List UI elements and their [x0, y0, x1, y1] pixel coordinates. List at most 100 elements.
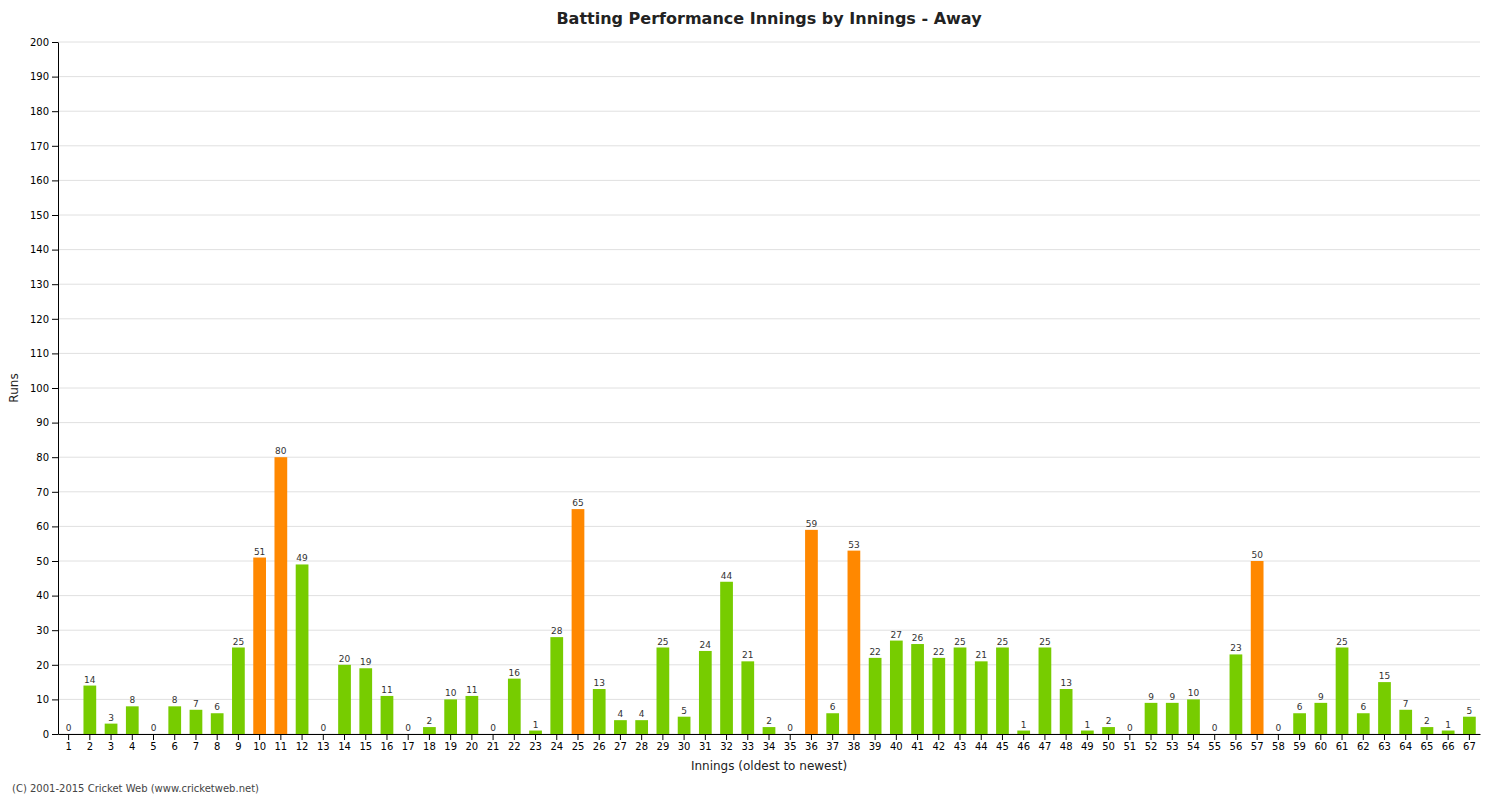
tick-mark — [111, 734, 112, 740]
tick-mark — [132, 734, 133, 740]
tick-label: 20 — [36, 660, 49, 671]
tick-mark — [52, 665, 58, 666]
x-tick: 55 — [1208, 734, 1221, 752]
bar — [975, 661, 988, 734]
x-tick: 48 — [1060, 734, 1073, 752]
data-label: 22 — [933, 647, 944, 657]
x-tick: 53 — [1166, 734, 1179, 752]
tick-label: 45 — [996, 741, 1009, 752]
bar — [402, 734, 415, 735]
bar — [763, 727, 776, 734]
bar — [83, 686, 96, 734]
tick-label: 80 — [36, 452, 49, 463]
tick-label: 70 — [36, 487, 49, 498]
bar — [954, 648, 967, 735]
annotations: (C) 2001-2015 Cricket Web (www.cricketwe… — [12, 783, 259, 794]
tick-mark — [535, 734, 536, 740]
tick-label: 3 — [108, 741, 114, 752]
grid-line — [58, 595, 1480, 596]
data-labels: 0143808762551804902019110210110161286513… — [66, 446, 1473, 733]
bar — [1251, 561, 1264, 734]
tick-mark — [52, 284, 58, 285]
bar — [741, 661, 754, 734]
tick-label: 4 — [129, 741, 135, 752]
x-tick: 52 — [1145, 734, 1158, 752]
x-tick: 37 — [826, 734, 839, 752]
bar — [1060, 689, 1073, 734]
bar — [1336, 648, 1349, 735]
data-label: 2 — [427, 716, 433, 726]
tick-label: 31 — [699, 741, 712, 752]
tick-label: 13 — [317, 741, 330, 752]
tick-mark — [52, 526, 58, 527]
tick-label: 18 — [423, 741, 436, 752]
tick-mark — [747, 734, 748, 740]
grid-line — [58, 526, 1480, 527]
tick-mark — [769, 734, 770, 740]
x-tick: 42 — [932, 734, 945, 752]
tick-mark — [217, 734, 218, 740]
data-label: 59 — [806, 519, 818, 529]
data-label: 2 — [766, 716, 772, 726]
bar — [62, 734, 75, 735]
y-tick: 10 — [36, 694, 58, 705]
tick-mark — [52, 423, 58, 424]
tick-label: 17 — [402, 741, 415, 752]
data-label: 1 — [1445, 720, 1451, 730]
tick-mark — [938, 734, 939, 740]
x-tick: 17 — [402, 734, 415, 752]
y-tick: 70 — [36, 487, 58, 498]
tick-label: 20 — [465, 741, 478, 752]
x-axis: 1234567891011121314151617181920212223242… — [59, 734, 1481, 752]
tick-mark — [599, 734, 600, 740]
tick-label: 61 — [1336, 741, 1349, 752]
tick-mark — [302, 734, 303, 740]
bar — [1145, 703, 1158, 734]
y-tick: 140 — [30, 244, 58, 255]
bar — [1208, 734, 1221, 735]
tick-mark — [1023, 734, 1024, 740]
y-tick: 20 — [36, 660, 58, 671]
bar — [274, 457, 287, 734]
bar — [444, 699, 457, 734]
x-tick: 65 — [1421, 734, 1434, 752]
tick-mark — [896, 734, 897, 740]
x-tick: 29 — [657, 734, 670, 752]
data-label: 25 — [954, 637, 965, 647]
tick-mark — [89, 734, 90, 740]
tick-mark — [429, 734, 430, 740]
grid-line — [58, 664, 1480, 665]
y-tick: 60 — [36, 521, 58, 532]
tick-mark — [52, 596, 58, 597]
tick-mark — [1278, 734, 1279, 740]
tick-label: 50 — [1102, 741, 1115, 752]
tick-mark — [684, 734, 685, 740]
grid-line — [58, 561, 1480, 562]
data-label: 8 — [129, 695, 135, 705]
x-tick: 16 — [381, 734, 394, 752]
tick-mark — [52, 492, 58, 493]
bar — [657, 648, 670, 735]
tick-label: 26 — [593, 741, 606, 752]
tick-label: 130 — [30, 279, 49, 290]
data-label: 28 — [551, 626, 563, 636]
x-tick: 66 — [1442, 734, 1455, 752]
data-label: 1 — [533, 720, 539, 730]
tick-label: 29 — [657, 741, 670, 752]
tick-label: 9 — [235, 741, 241, 752]
tick-label: 36 — [805, 741, 818, 752]
tick-mark — [52, 180, 58, 181]
x-tick: 63 — [1378, 734, 1391, 752]
tick-label: 0 — [43, 729, 49, 740]
data-label: 25 — [657, 637, 668, 647]
bar — [232, 648, 245, 735]
tick-mark — [1257, 734, 1258, 740]
data-label: 7 — [1403, 699, 1409, 709]
data-label: 0 — [787, 723, 793, 733]
tick-label: 21 — [487, 741, 500, 752]
data-label: 0 — [151, 723, 157, 733]
data-label: 23 — [1230, 643, 1241, 653]
y-tick: 190 — [30, 71, 58, 82]
data-label: 16 — [509, 668, 521, 678]
tick-mark — [917, 734, 918, 740]
